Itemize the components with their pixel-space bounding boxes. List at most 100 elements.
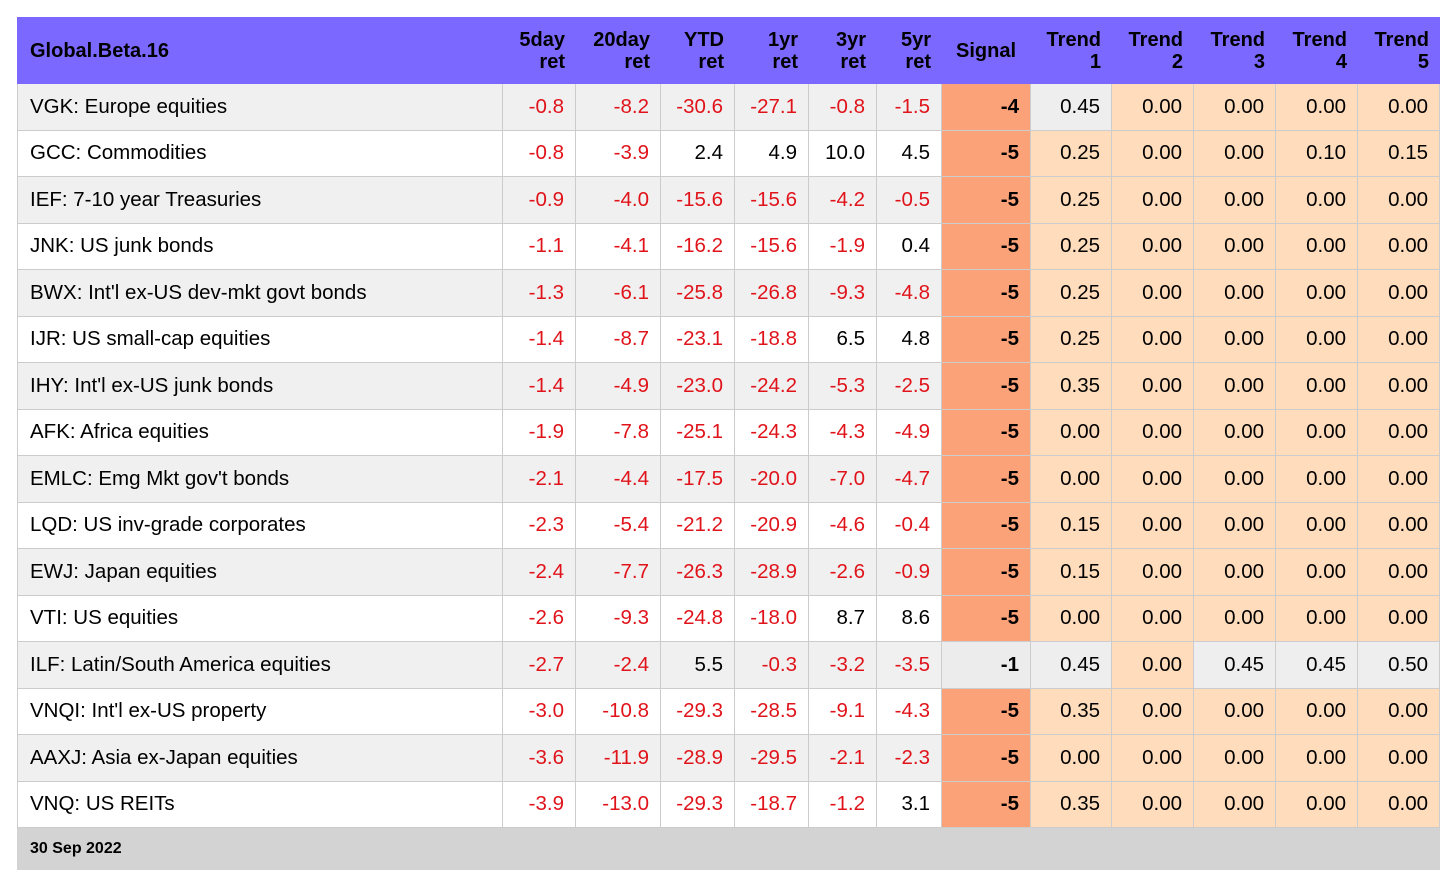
trend-4-cell: 0.00 xyxy=(1275,176,1358,224)
trend-3-cell: 0.45 xyxy=(1193,641,1276,689)
ret-5day-cell: -3.0 xyxy=(502,687,576,735)
trend-1-cell: 0.45 xyxy=(1030,83,1112,131)
trend-1-cell: 0.15 xyxy=(1030,548,1112,596)
ret-20day-cell: -7.7 xyxy=(575,548,661,596)
column-header-trend-3: Trend 3 xyxy=(1193,17,1276,84)
ret-3yr-cell: -2.6 xyxy=(808,548,877,596)
table-row: EMLC: Emg Mkt gov't bonds -2.1 -4.4 -17.5 -2… xyxy=(17,455,1440,503)
trend-5-cell: 0.00 xyxy=(1357,687,1440,735)
fund-name: EMLC: Emg Mkt gov't bonds xyxy=(17,455,503,503)
trend-5-cell: 0.00 xyxy=(1357,780,1440,828)
trend-3-cell: 0.00 xyxy=(1193,269,1276,317)
column-header-line2: ret xyxy=(905,50,931,73)
table-title: Global.Beta.16 xyxy=(17,17,503,84)
trend-3-cell: 0.00 xyxy=(1193,129,1276,177)
column-header-line2: ret xyxy=(772,50,798,73)
ret-20day-cell: -4.1 xyxy=(575,222,661,270)
ret-5yr-cell: -0.9 xyxy=(876,548,942,596)
trend-1-cell: 0.00 xyxy=(1030,734,1112,782)
trend-2-cell: 0.00 xyxy=(1111,687,1194,735)
trend-1-cell: 0.35 xyxy=(1030,780,1112,828)
ret-5day-cell: -1.1 xyxy=(502,222,576,270)
table-row: ILF: Latin/South America equities -2.7 -2.… xyxy=(17,641,1440,689)
column-header-line2: 3 xyxy=(1253,50,1265,73)
ret-20day-cell: -7.8 xyxy=(575,408,661,456)
ret-20day-cell: -8.2 xyxy=(575,83,661,131)
signal-cell: -5 xyxy=(941,501,1031,549)
ret-1yr-cell: -18.0 xyxy=(734,594,809,642)
signal-cell: -5 xyxy=(941,594,1031,642)
ret-1yr-cell: -18.7 xyxy=(734,780,809,828)
ret-5yr-cell: -4.9 xyxy=(876,408,942,456)
ret-5yr-cell: -4.8 xyxy=(876,269,942,317)
column-header-trend-4: Trend 4 xyxy=(1275,17,1358,84)
ret-1yr-cell: -28.5 xyxy=(734,687,809,735)
ret-3yr-cell: -1.2 xyxy=(808,780,877,828)
signal-cell: -4 xyxy=(941,83,1031,131)
signal-cell: -5 xyxy=(941,269,1031,317)
ret-20day-cell: -4.4 xyxy=(575,455,661,503)
column-header-ytd: YTD ret xyxy=(660,17,735,84)
column-header-line1: 3yr xyxy=(835,28,866,51)
ret-3yr-cell: -0.8 xyxy=(808,83,877,131)
trend-3-cell: 0.00 xyxy=(1193,548,1276,596)
trend-5-cell: 0.00 xyxy=(1357,362,1440,410)
trend-1-cell: 0.35 xyxy=(1030,362,1112,410)
trend-2-cell: 0.00 xyxy=(1111,269,1194,317)
ret-ytd-cell: -25.1 xyxy=(660,408,735,456)
ret-ytd-cell: -23.0 xyxy=(660,362,735,410)
trend-5-cell: 0.00 xyxy=(1357,222,1440,270)
column-header-line1: 20day xyxy=(593,28,650,51)
ret-1yr-cell: -29.5 xyxy=(734,734,809,782)
ret-3yr-cell: -2.1 xyxy=(808,734,877,782)
table-body: VGK: Europe equities -0.8 -8.2 -30.6 -27.1 -0… xyxy=(17,83,1440,828)
trend-5-cell: 0.00 xyxy=(1357,83,1440,131)
trend-4-cell: 0.00 xyxy=(1275,734,1358,782)
trend-5-cell: 0.00 xyxy=(1357,176,1440,224)
trend-1-cell: 0.00 xyxy=(1030,594,1112,642)
ret-3yr-cell: -4.2 xyxy=(808,176,877,224)
table-row: VNQI: Int'l ex-US property -3.0 -10.8 -29.3… xyxy=(17,687,1440,735)
trend-1-cell: 0.25 xyxy=(1030,176,1112,224)
column-header-signal: Signal xyxy=(941,17,1031,84)
ret-5yr-cell: -0.5 xyxy=(876,176,942,224)
trend-5-cell: 0.50 xyxy=(1357,641,1440,689)
trend-5-cell: 0.15 xyxy=(1357,129,1440,177)
ret-1yr-cell: -24.2 xyxy=(734,362,809,410)
ret-ytd-cell: 2.4 xyxy=(660,129,735,177)
ret-20day-cell: -3.9 xyxy=(575,129,661,177)
column-header-line1: Trend xyxy=(1046,28,1101,51)
signal-cell: -5 xyxy=(941,362,1031,410)
trend-3-cell: 0.00 xyxy=(1193,362,1276,410)
trend-1-cell: 0.25 xyxy=(1030,269,1112,317)
trend-1-cell: 0.25 xyxy=(1030,222,1112,270)
ret-3yr-cell: -4.6 xyxy=(808,501,877,549)
ret-ytd-cell: -29.3 xyxy=(660,687,735,735)
trend-2-cell: 0.00 xyxy=(1111,780,1194,828)
fund-name: AAXJ: Asia ex-Japan equities xyxy=(17,734,503,782)
ret-5yr-cell: -4.3 xyxy=(876,687,942,735)
signal-cell: -5 xyxy=(941,408,1031,456)
trend-2-cell: 0.00 xyxy=(1111,222,1194,270)
ret-ytd-cell: -28.9 xyxy=(660,734,735,782)
ret-ytd-cell: -29.3 xyxy=(660,780,735,828)
signal-cell: -5 xyxy=(941,222,1031,270)
fund-name: VNQI: Int'l ex-US property xyxy=(17,687,503,735)
ret-5day-cell: -0.8 xyxy=(502,129,576,177)
trend-2-cell: 0.00 xyxy=(1111,362,1194,410)
column-header-line1: 5day xyxy=(519,28,565,51)
trend-1-cell: 0.45 xyxy=(1030,641,1112,689)
column-header-line2: 5 xyxy=(1417,50,1429,73)
fund-name: BWX: Int'l ex-US dev-mkt govt bonds xyxy=(17,269,503,317)
ret-3yr-cell: 10.0 xyxy=(808,129,877,177)
ret-20day-cell: -9.3 xyxy=(575,594,661,642)
signal-cell: -5 xyxy=(941,687,1031,735)
results-table: Global.Beta.16 5day ret 20day ret YTD ret 1… xyxy=(17,17,1440,870)
trend-4-cell: 0.00 xyxy=(1275,455,1358,503)
trend-1-cell: 0.25 xyxy=(1030,315,1112,363)
trend-4-cell: 0.10 xyxy=(1275,129,1358,177)
table-row: AFK: Africa equities -1.9 -7.8 -25.1 -24.3 -4… xyxy=(17,408,1440,456)
trend-4-cell: 0.00 xyxy=(1275,362,1358,410)
trend-2-cell: 0.00 xyxy=(1111,734,1194,782)
column-header-line1: YTD xyxy=(684,28,724,51)
